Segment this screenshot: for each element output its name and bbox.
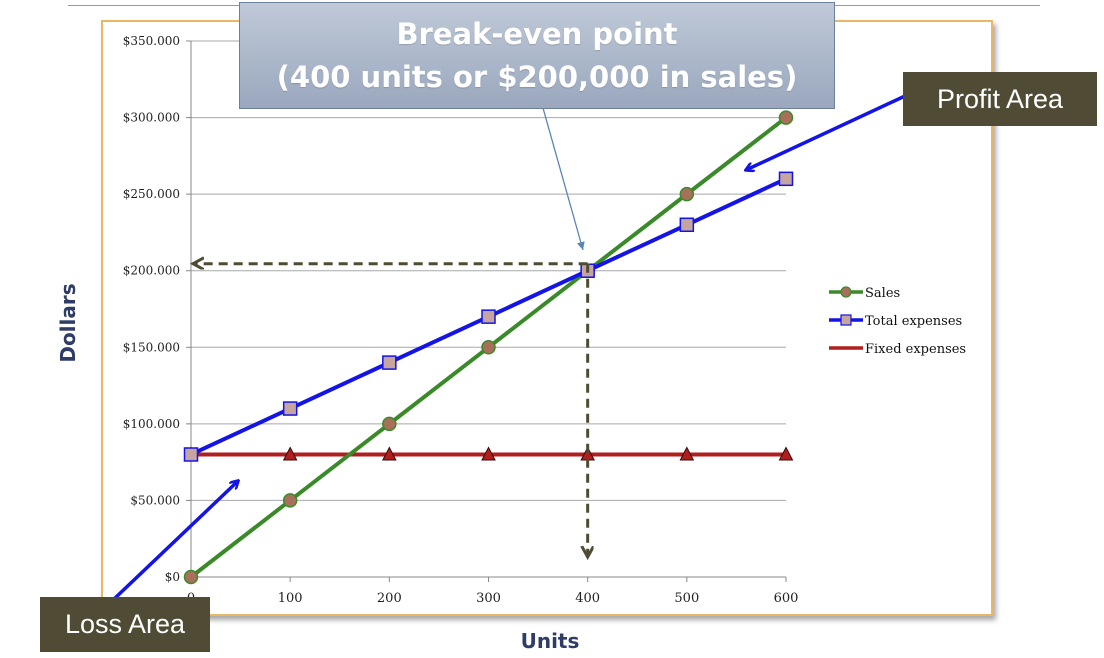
y-tick-label: $0 [165, 570, 180, 584]
y-tick-label: $100.000 [123, 417, 180, 431]
total-expenses-point [282, 401, 298, 416]
y-tick-label: $50.000 [130, 493, 180, 507]
fixed-expenses-point [382, 446, 397, 461]
legend-marker-total-expenses [840, 314, 852, 326]
profit-area-arrow [746, 94, 906, 170]
legend-label-total-expenses: Total expenses [865, 314, 962, 329]
legend-label-sales: Sales [865, 286, 900, 301]
y-tick-label: $150.000 [123, 340, 180, 354]
sales-point [778, 110, 794, 125]
sales-point [282, 493, 298, 508]
y-tick-label: $250.000 [123, 187, 180, 201]
y-tick-label: $200.000 [123, 264, 180, 278]
total-expenses-point [778, 171, 794, 187]
x-tick-label: 100 [278, 591, 303, 606]
callout-line-1: Break-even point [396, 17, 678, 51]
profit-area-label: Profit Area [903, 72, 1097, 126]
total-expenses-point [481, 309, 496, 324]
y-axis-title: Dollars [56, 283, 80, 362]
loss-area-label: Loss Area [40, 597, 210, 652]
y-tick-label: $300.000 [123, 111, 180, 125]
legend-label-fixed-expenses: Fixed expenses [865, 342, 966, 357]
fixed-expenses-point [481, 446, 496, 461]
fixed-expenses-point [679, 446, 695, 461]
x-tick-label: 500 [674, 591, 699, 606]
y-tick-label: $350.000 [123, 34, 180, 48]
legend-marker-sales [840, 286, 852, 298]
sales-point [183, 569, 199, 585]
sales-point [679, 186, 695, 202]
loss-area-arrow [111, 481, 238, 602]
callout-pointer [542, 107, 585, 251]
fixed-expenses-point [282, 446, 298, 461]
total-expenses-point [382, 355, 397, 370]
y-tick-labels: $0 $50.000 $100.000 $150.000 $200.000 $250.00… [123, 34, 180, 584]
break-even-callout: Break-even point (400 units or $200,000 … [239, 2, 835, 109]
total-expenses-point [679, 217, 695, 233]
break-even-guides [194, 264, 588, 556]
x-tick-label: 600 [774, 591, 799, 606]
data-series [183, 110, 794, 585]
x-tick-label: 200 [377, 591, 402, 606]
x-axis-title: Units [521, 629, 580, 653]
sales-point [481, 340, 496, 355]
x-tick-label: 400 [575, 591, 600, 606]
sales-point [382, 416, 397, 432]
total-expenses-point [183, 447, 199, 462]
callout-line-2: (400 units or $200,000 in sales) [276, 60, 798, 94]
x-tick-label: 300 [476, 591, 501, 606]
fixed-expenses-point [778, 446, 794, 461]
gridlines [191, 40, 786, 501]
legend: Sales Total expenses Fixed expenses [829, 286, 966, 357]
